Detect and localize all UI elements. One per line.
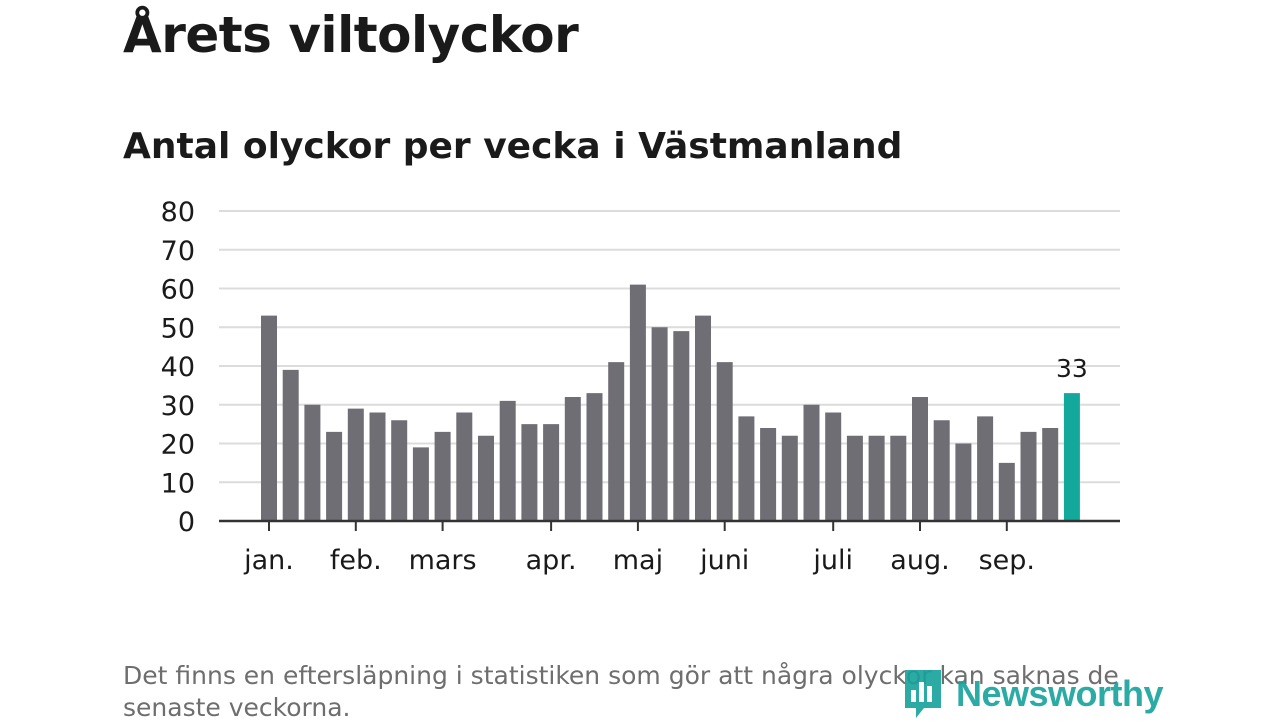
bar — [347, 408, 364, 521]
bar — [521, 424, 538, 521]
bar — [933, 420, 950, 521]
bar — [998, 462, 1015, 521]
bar — [434, 431, 451, 521]
newsworthy-logo-icon — [905, 670, 941, 718]
bar — [955, 443, 972, 521]
bar — [781, 435, 798, 521]
bar — [760, 428, 777, 521]
bar — [846, 435, 863, 521]
x-tick-label: apr. — [526, 545, 577, 576]
bar — [478, 435, 494, 521]
y-tick-label: 80 — [161, 197, 195, 228]
bar — [456, 412, 473, 521]
bar — [326, 431, 343, 521]
bar — [695, 315, 711, 521]
y-tick-label: 20 — [161, 430, 195, 461]
bar — [282, 369, 299, 521]
x-tick-label: aug. — [890, 545, 949, 576]
bar — [651, 327, 668, 521]
bar — [912, 397, 928, 521]
logo-text: Newsworthy — [956, 673, 1164, 714]
bar — [803, 404, 820, 521]
y-tick-label: 50 — [161, 313, 195, 344]
bar — [261, 315, 277, 521]
y-tick-label: 40 — [161, 352, 195, 383]
bar-highlight — [1063, 393, 1080, 521]
chart-title: Årets viltolyckor — [123, 6, 579, 64]
bar — [890, 435, 907, 521]
x-tick-label: juli — [812, 545, 853, 576]
bar — [412, 447, 429, 521]
chart-subtitle: Antal olyckor per vecka i Västmanland — [123, 126, 903, 167]
bar — [629, 284, 646, 521]
bar-chart: 0 10 20 30 40 50 60 70 80 jan. feb. mars apr. maj jun… — [161, 197, 1120, 576]
bar — [825, 412, 842, 521]
bar — [369, 412, 386, 521]
bar — [586, 393, 603, 521]
bar — [608, 362, 625, 521]
x-tick-label: jan. — [243, 545, 294, 576]
x-tick-label: feb. — [330, 545, 382, 576]
x-tick-label: mars — [409, 545, 477, 576]
bar — [673, 331, 690, 521]
x-tick-label: sep. — [979, 545, 1035, 576]
bar — [304, 404, 321, 521]
bar — [977, 416, 994, 521]
y-tick-label: 60 — [161, 275, 195, 306]
y-tick-label: 70 — [161, 236, 195, 267]
footnote: Det finns en eftersläpning i statistiken… — [123, 661, 1119, 722]
bar — [391, 420, 408, 521]
newsworthy-logo: Newsworthy — [902, 668, 1164, 720]
bar — [868, 435, 885, 521]
bar — [1020, 431, 1037, 521]
x-tick-label: maj — [613, 545, 663, 576]
data-label-highlight: 33 — [1056, 354, 1088, 383]
bar — [543, 424, 560, 521]
y-tick-label: 30 — [161, 391, 195, 422]
y-tick-label: 10 — [161, 468, 195, 499]
bar — [716, 362, 733, 521]
bar — [499, 400, 516, 521]
y-tick-label: 0 — [178, 507, 195, 538]
x-tick-label: juni — [699, 545, 749, 576]
bar — [564, 397, 581, 521]
bar — [738, 416, 755, 521]
bar — [1042, 428, 1059, 521]
